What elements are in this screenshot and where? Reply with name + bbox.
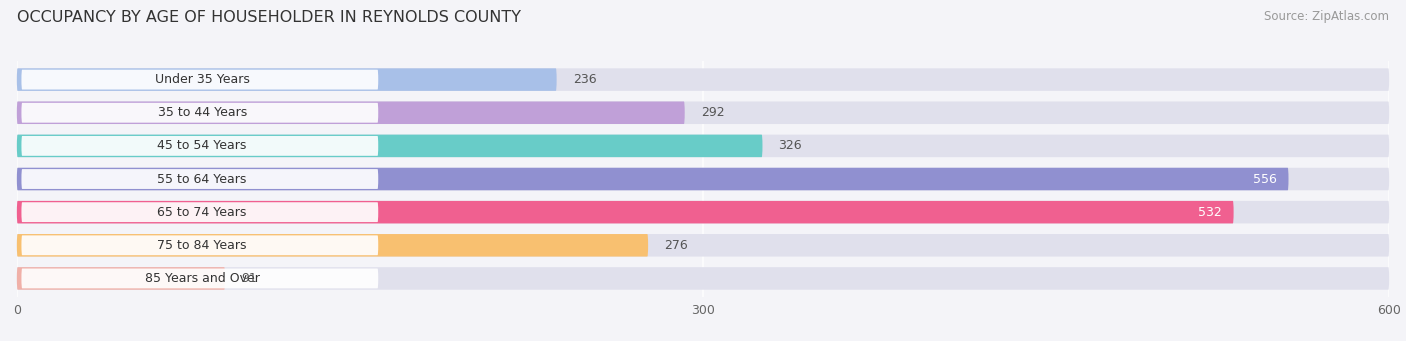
Text: 532: 532 [1198, 206, 1222, 219]
FancyBboxPatch shape [17, 267, 1389, 290]
Text: 91: 91 [240, 272, 257, 285]
Text: 236: 236 [572, 73, 596, 86]
FancyBboxPatch shape [17, 102, 1389, 124]
FancyBboxPatch shape [17, 234, 648, 256]
Text: 55 to 64 Years: 55 to 64 Years [157, 173, 247, 186]
Text: 35 to 44 Years: 35 to 44 Years [157, 106, 246, 119]
FancyBboxPatch shape [17, 135, 1389, 157]
FancyBboxPatch shape [21, 169, 378, 189]
FancyBboxPatch shape [17, 267, 225, 290]
Text: Source: ZipAtlas.com: Source: ZipAtlas.com [1264, 10, 1389, 23]
Text: 75 to 84 Years: 75 to 84 Years [157, 239, 247, 252]
FancyBboxPatch shape [21, 103, 378, 123]
Text: 45 to 54 Years: 45 to 54 Years [157, 139, 247, 152]
FancyBboxPatch shape [17, 201, 1233, 223]
FancyBboxPatch shape [21, 202, 378, 222]
FancyBboxPatch shape [21, 235, 378, 255]
Text: 85 Years and Over: 85 Years and Over [145, 272, 260, 285]
FancyBboxPatch shape [21, 70, 378, 90]
FancyBboxPatch shape [17, 68, 1389, 91]
FancyBboxPatch shape [17, 102, 685, 124]
FancyBboxPatch shape [17, 234, 1389, 256]
Text: 326: 326 [779, 139, 801, 152]
FancyBboxPatch shape [17, 68, 557, 91]
FancyBboxPatch shape [17, 168, 1288, 190]
Text: Under 35 Years: Under 35 Years [155, 73, 249, 86]
Text: OCCUPANCY BY AGE OF HOUSEHOLDER IN REYNOLDS COUNTY: OCCUPANCY BY AGE OF HOUSEHOLDER IN REYNO… [17, 10, 520, 25]
FancyBboxPatch shape [17, 201, 1389, 223]
FancyBboxPatch shape [21, 268, 378, 288]
Text: 556: 556 [1253, 173, 1277, 186]
FancyBboxPatch shape [21, 136, 378, 156]
Text: 65 to 74 Years: 65 to 74 Years [157, 206, 247, 219]
FancyBboxPatch shape [17, 135, 762, 157]
FancyBboxPatch shape [17, 168, 1389, 190]
Text: 276: 276 [664, 239, 688, 252]
Text: 292: 292 [700, 106, 724, 119]
